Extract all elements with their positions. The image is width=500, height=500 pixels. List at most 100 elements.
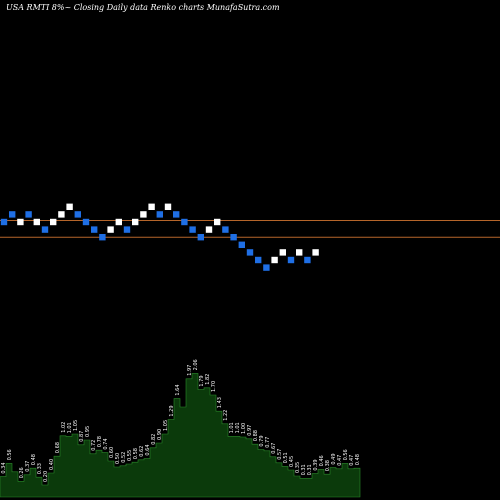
volume-labels: 0.340.560.260.370.480.330.200.400.681.02… bbox=[1, 359, 361, 482]
volume-label: 1.64 bbox=[175, 384, 181, 395]
volume-label: 0.64 bbox=[145, 444, 151, 455]
renko-brick bbox=[99, 234, 106, 241]
renko-brick bbox=[17, 218, 24, 226]
renko-brick bbox=[197, 234, 204, 241]
volume-label: 0.77 bbox=[265, 437, 271, 448]
volume-label: 2.06 bbox=[193, 359, 199, 370]
volume-label: 0.95 bbox=[85, 426, 91, 437]
volume-label: 0.26 bbox=[19, 467, 25, 478]
renko-brick bbox=[41, 226, 49, 233]
volume-label: 0.35 bbox=[295, 462, 301, 473]
volume-area-path bbox=[0, 373, 361, 498]
renko-brick bbox=[0, 218, 8, 226]
volume-label: 0.56 bbox=[7, 449, 13, 460]
volume-label: 0.82 bbox=[151, 434, 157, 445]
volume-label: 0.51 bbox=[283, 452, 289, 463]
renko-brick bbox=[173, 211, 180, 218]
renko-brick bbox=[50, 218, 57, 226]
volume-label: 0.56 bbox=[343, 449, 349, 460]
renko-brick bbox=[304, 256, 311, 264]
volume-label: 0.48 bbox=[355, 454, 361, 465]
volume-label: 1.43 bbox=[217, 397, 223, 408]
renko-brick bbox=[279, 249, 286, 256]
volume-label: 0.49 bbox=[331, 453, 337, 464]
volume-label: 1.82 bbox=[205, 374, 211, 385]
renko-brick bbox=[214, 218, 221, 226]
renko-brick bbox=[189, 226, 196, 233]
volume-label: 0.38 bbox=[325, 460, 331, 471]
volume-label: 0.90 bbox=[157, 429, 163, 440]
volume-label: 0.79 bbox=[259, 435, 265, 446]
renko-brick bbox=[9, 211, 16, 218]
renko-brick bbox=[123, 226, 131, 233]
renko-brick bbox=[156, 211, 163, 218]
volume-label: 0.31 bbox=[301, 464, 307, 475]
renko-brick bbox=[238, 241, 245, 248]
volume-label: 0.62 bbox=[139, 446, 145, 457]
volume-label: 0.46 bbox=[319, 455, 325, 466]
renko-brick bbox=[296, 249, 303, 256]
volume-label: 1.00 bbox=[241, 423, 247, 434]
volume-label: 0.97 bbox=[247, 425, 253, 436]
renko-brick bbox=[107, 226, 114, 233]
volume-label: 0.68 bbox=[55, 442, 61, 453]
renko-brick bbox=[74, 211, 81, 218]
renko-brick bbox=[263, 264, 270, 271]
volume-label: 0.88 bbox=[253, 430, 259, 441]
volume-label: 0.87 bbox=[79, 431, 85, 442]
renko-brick bbox=[271, 256, 278, 264]
renko-brick bbox=[148, 203, 155, 210]
volume-label: 0.37 bbox=[25, 461, 31, 472]
volume-label: 0.50 bbox=[115, 453, 121, 464]
renko-brick bbox=[140, 211, 147, 218]
volume-label: 1.01 bbox=[67, 422, 73, 433]
volume-area bbox=[0, 373, 361, 498]
volume-label: 0.40 bbox=[49, 459, 55, 470]
renko-brick bbox=[164, 203, 172, 210]
volume-label: 0.52 bbox=[121, 452, 127, 463]
renko-brick bbox=[246, 249, 254, 256]
renko-brick bbox=[205, 226, 213, 233]
volume-label: 1.05 bbox=[163, 420, 169, 431]
renko-brick bbox=[230, 234, 237, 241]
renko-brick bbox=[115, 218, 122, 226]
volume-label: 0.72 bbox=[91, 440, 97, 451]
reference-lines bbox=[0, 219, 500, 238]
volume-label: 0.60 bbox=[109, 447, 115, 458]
volume-label: 0.57 bbox=[277, 449, 283, 460]
volume-label: 0.67 bbox=[271, 443, 277, 454]
renko-brick bbox=[82, 218, 90, 226]
volume-label: 1.97 bbox=[187, 365, 193, 376]
renko-brick bbox=[181, 218, 188, 226]
chart-title: USA RMTI 8%~ Closing Daily data Renko ch… bbox=[6, 3, 280, 12]
renko-brick bbox=[222, 226, 229, 233]
volume-label: 1.70 bbox=[211, 381, 217, 392]
renko-brick bbox=[33, 218, 40, 226]
renko-brick bbox=[132, 218, 139, 226]
volume-label: 0.78 bbox=[97, 436, 103, 447]
volume-label: 0.20 bbox=[43, 471, 49, 482]
renko-brick bbox=[91, 226, 98, 233]
renko-bricks bbox=[0, 203, 319, 271]
volume-label: 0.55 bbox=[127, 450, 133, 461]
volume-label: 1.02 bbox=[61, 422, 67, 433]
renko-brick bbox=[58, 211, 65, 218]
renko-brick bbox=[66, 203, 73, 210]
volume-label: 1.29 bbox=[169, 405, 175, 416]
volume-label: 0.31 bbox=[307, 464, 313, 475]
volume-label: 0.34 bbox=[1, 462, 7, 473]
volume-label: 0.58 bbox=[133, 448, 139, 459]
volume-label: 0.47 bbox=[337, 455, 343, 466]
volume-label: 0.39 bbox=[313, 459, 319, 470]
renko-brick bbox=[255, 256, 262, 264]
renko-brick bbox=[25, 211, 32, 218]
volume-label: 0.74 bbox=[103, 438, 109, 449]
volume-label: 0.45 bbox=[289, 456, 295, 467]
renko-brick bbox=[287, 256, 295, 264]
volume-label: 1.05 bbox=[73, 420, 79, 431]
volume-label: 0.48 bbox=[31, 454, 37, 465]
renko-brick bbox=[312, 249, 319, 256]
volume-label: 1.22 bbox=[223, 410, 229, 421]
volume-label: 1.79 bbox=[199, 375, 205, 386]
